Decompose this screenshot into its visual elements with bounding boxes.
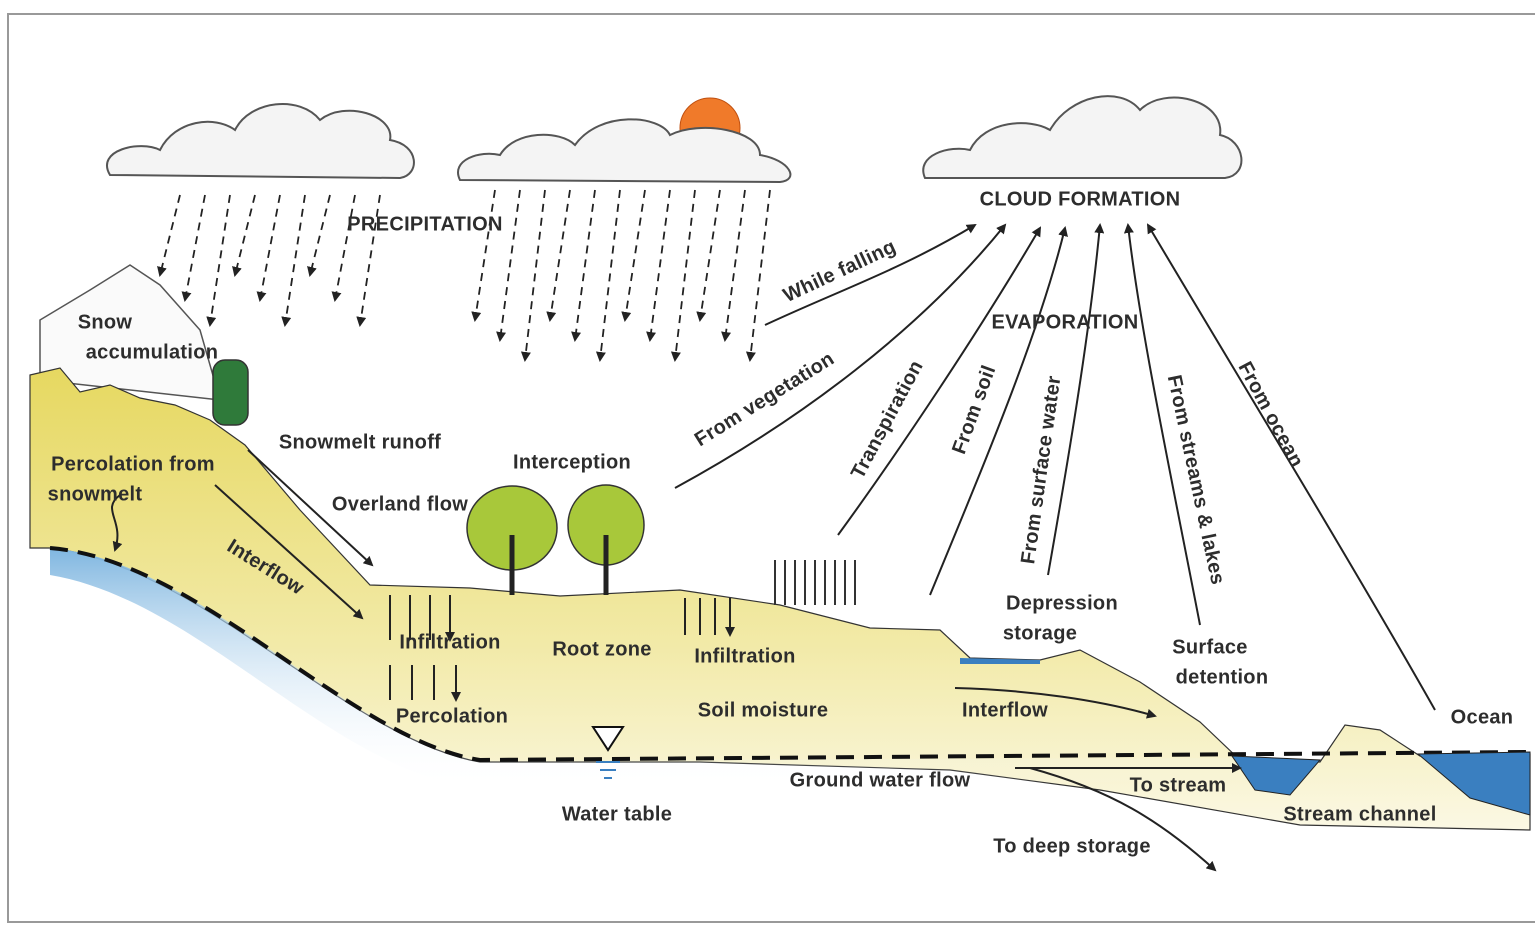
label: To deep storage	[993, 835, 1151, 857]
label: To stream	[1130, 774, 1227, 796]
label: While falling	[780, 236, 900, 307]
stroke	[281, 194, 306, 327]
stroke	[307, 194, 331, 277]
stroke	[356, 194, 381, 327]
stroke	[256, 194, 281, 302]
label: storage	[1003, 622, 1077, 644]
stroke	[745, 189, 771, 362]
stroke	[670, 189, 696, 362]
label: Infiltration	[694, 645, 795, 667]
label: Ocean	[1451, 706, 1514, 728]
label: Water table	[562, 803, 672, 825]
label: From ocean	[1234, 358, 1308, 471]
label: Percolation	[396, 705, 508, 727]
label: Ground water flow	[790, 769, 971, 791]
label: CLOUD FORMATION	[980, 188, 1181, 210]
stroke	[206, 194, 231, 327]
stroke	[696, 189, 721, 322]
label: PRECIPITATION	[347, 213, 502, 235]
stroke	[546, 189, 571, 322]
label: Interflow	[962, 699, 1048, 721]
stroke	[595, 189, 621, 362]
stroke	[646, 189, 671, 342]
label: Snowmelt runoff	[279, 431, 441, 453]
stroke	[232, 194, 256, 277]
label: accumulation	[86, 341, 219, 363]
label: Surface	[1172, 636, 1247, 658]
stroke	[520, 189, 546, 362]
label: EVAPORATION	[991, 311, 1138, 333]
label: Interception	[513, 451, 631, 473]
label: Root zone	[552, 638, 651, 660]
scenery	[29, 95, 1531, 872]
label: Infiltration	[399, 631, 500, 653]
stroke	[621, 189, 646, 322]
stroke	[571, 189, 596, 342]
stroke	[331, 194, 356, 302]
stroke	[157, 194, 181, 277]
frame	[7, 13, 1535, 923]
label: Percolation from	[51, 453, 215, 475]
stroke	[496, 189, 521, 342]
stroke	[471, 189, 496, 322]
label: detention	[1176, 666, 1269, 688]
label: Transpiration	[847, 357, 928, 483]
label: Depression	[1006, 592, 1118, 614]
stroke	[181, 194, 206, 302]
label: Overland flow	[332, 493, 468, 515]
label: snowmelt	[48, 483, 143, 505]
label: From streams & lakes	[1163, 373, 1229, 587]
label: Stream channel	[1283, 803, 1436, 825]
label: Soil moisture	[698, 699, 829, 721]
label: Snow	[78, 311, 133, 333]
label: From surface water	[1017, 374, 1065, 565]
stroke	[721, 189, 746, 342]
